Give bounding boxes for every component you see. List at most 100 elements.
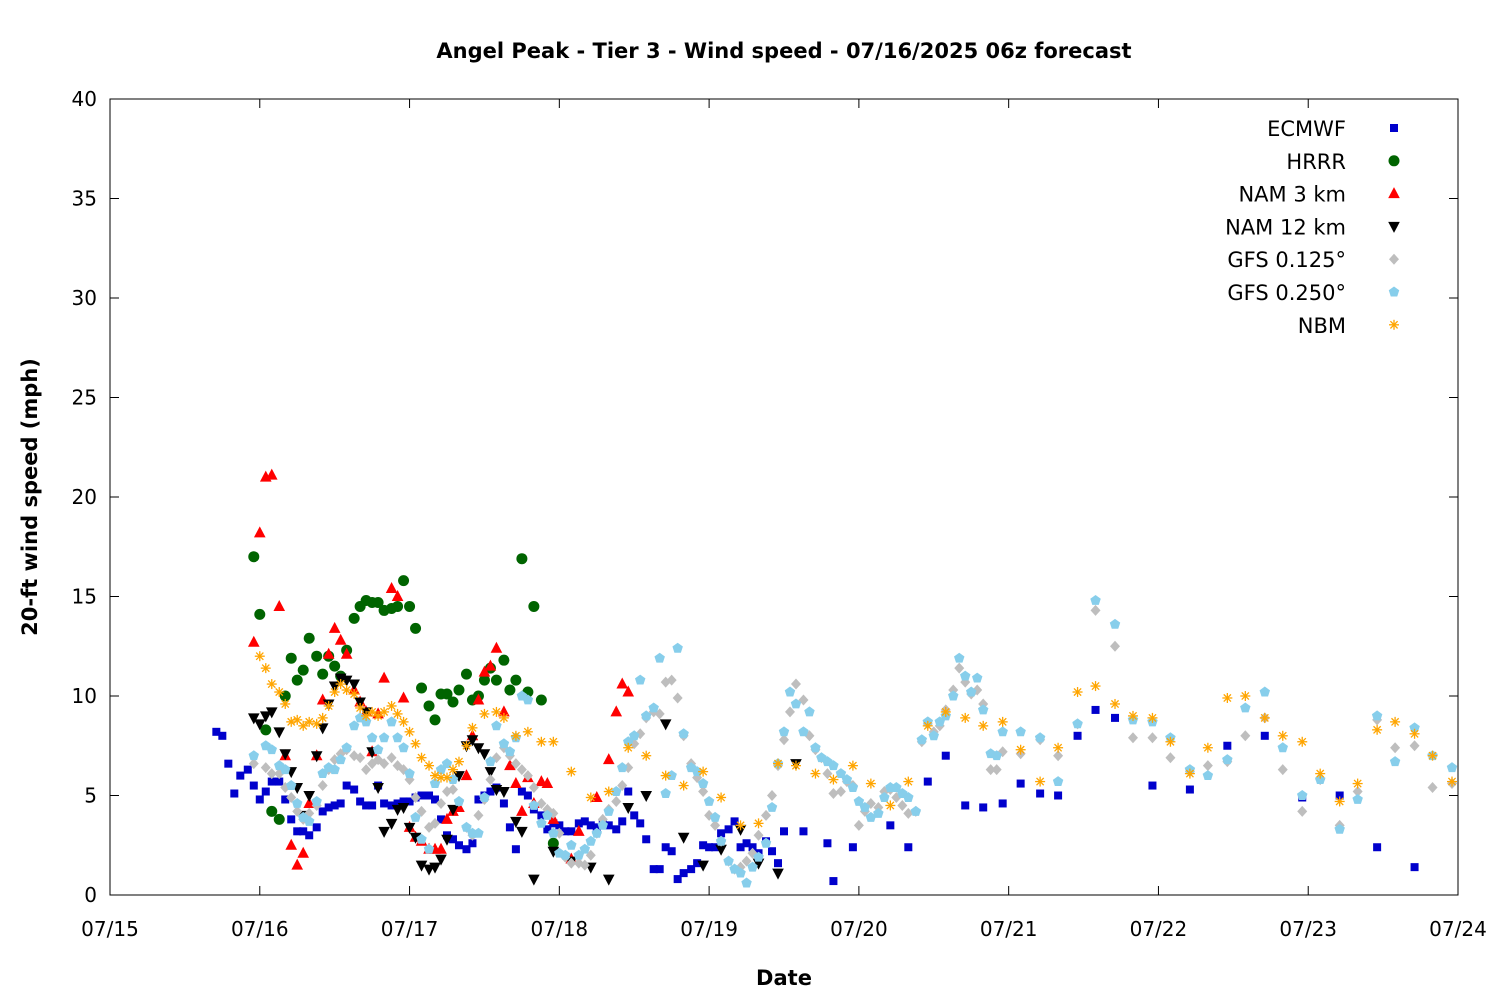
data-point xyxy=(853,795,865,806)
data-point xyxy=(715,844,727,856)
data-point xyxy=(1277,764,1288,776)
data-point xyxy=(641,750,652,761)
data-point xyxy=(636,819,645,828)
data-point xyxy=(273,813,285,825)
data-point xyxy=(266,805,278,817)
data-point xyxy=(341,685,352,696)
data-point xyxy=(441,834,453,846)
data-point xyxy=(399,797,408,806)
data-point xyxy=(628,730,640,741)
data-point xyxy=(329,764,340,775)
data-point xyxy=(516,553,528,565)
data-point xyxy=(1015,726,1026,737)
legend-marker xyxy=(1389,319,1399,330)
data-point xyxy=(447,774,459,785)
data-point xyxy=(380,799,389,808)
data-point xyxy=(835,786,846,798)
data-point xyxy=(567,827,576,836)
data-point xyxy=(379,758,390,770)
data-point xyxy=(659,719,672,731)
legend-label: GFS 0.250° xyxy=(1227,281,1346,305)
data-point xyxy=(297,664,309,676)
data-point xyxy=(778,726,790,737)
data-point xyxy=(393,799,402,808)
data-point xyxy=(342,781,351,790)
data-point xyxy=(260,663,271,674)
data-point xyxy=(273,599,286,611)
data-point xyxy=(379,706,390,717)
data-point xyxy=(590,790,603,802)
data-point xyxy=(348,612,360,624)
data-point xyxy=(923,777,932,786)
data-point xyxy=(361,710,372,721)
data-point xyxy=(236,771,245,780)
data-point xyxy=(1072,687,1083,698)
data-point xyxy=(348,679,360,691)
data-point xyxy=(997,726,1008,737)
data-point xyxy=(560,849,571,860)
data-point xyxy=(573,824,585,836)
data-point xyxy=(404,600,416,612)
data-point xyxy=(1260,731,1269,740)
data-point xyxy=(541,777,554,789)
data-point xyxy=(286,780,297,790)
data-point xyxy=(1110,640,1121,652)
data-point xyxy=(398,716,409,727)
data-point xyxy=(1165,752,1176,764)
data-point xyxy=(699,841,708,850)
data-point xyxy=(317,780,328,792)
data-point xyxy=(555,821,564,830)
data-point xyxy=(753,818,764,829)
data-point xyxy=(349,689,360,700)
data-point xyxy=(261,787,270,796)
data-point xyxy=(424,760,435,771)
data-point xyxy=(705,843,714,852)
data-point xyxy=(810,768,821,779)
legend-marker xyxy=(1388,286,1400,297)
data-point xyxy=(903,776,914,787)
data-point xyxy=(311,650,323,662)
data-point xyxy=(367,706,378,717)
y-tick-label: 0 xyxy=(84,883,97,907)
data-point xyxy=(891,782,902,792)
data-point xyxy=(248,551,260,563)
data-point xyxy=(479,708,490,719)
data-point xyxy=(916,734,928,745)
data-point xyxy=(317,668,329,680)
data-point xyxy=(1148,781,1157,790)
data-point xyxy=(716,792,727,803)
data-point xyxy=(679,869,688,878)
data-point xyxy=(903,807,914,819)
data-point xyxy=(1223,741,1232,750)
data-point xyxy=(378,826,390,838)
data-point xyxy=(404,726,415,737)
data-point xyxy=(592,823,601,832)
data-point xyxy=(386,700,397,711)
data-point xyxy=(303,815,315,826)
data-point xyxy=(672,692,683,704)
data-point xyxy=(735,867,746,878)
data-point xyxy=(965,686,977,697)
data-point xyxy=(724,825,733,834)
data-point xyxy=(484,767,497,779)
data-point xyxy=(425,791,434,800)
data-point xyxy=(1389,756,1401,767)
y-tick-label: 20 xyxy=(72,485,97,509)
data-point xyxy=(453,795,465,806)
data-point xyxy=(774,859,783,868)
data-point xyxy=(329,687,340,698)
data-point xyxy=(522,726,533,737)
data-point xyxy=(660,788,671,798)
series-ecmwf xyxy=(212,705,1419,886)
data-point xyxy=(1352,793,1363,804)
data-point xyxy=(340,675,353,687)
data-point xyxy=(355,702,366,713)
data-point xyxy=(640,710,652,721)
data-point xyxy=(341,742,352,753)
data-point xyxy=(230,789,239,798)
data-point xyxy=(259,711,272,723)
data-point xyxy=(585,792,596,803)
data-point xyxy=(286,791,297,803)
